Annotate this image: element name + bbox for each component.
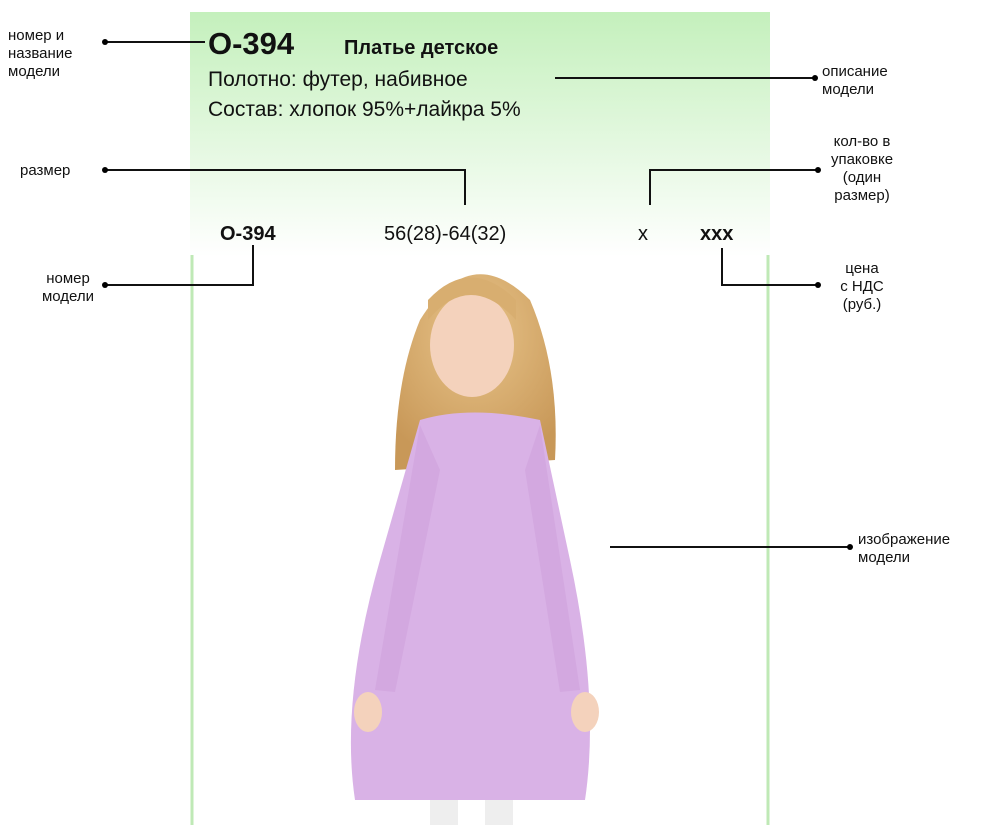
model-code-title: О-394 [208, 26, 295, 61]
annotation: упаковке [831, 151, 893, 168]
annotation: модели [858, 549, 910, 566]
annotation: (руб.) [843, 296, 882, 313]
diagram: О-394 Платье детское Полотно: футер, наб… [0, 0, 1001, 825]
annotation: модели [822, 81, 874, 98]
model-name: Платье детское [344, 37, 498, 59]
page: {"card": {"title_code": "О-394", "title_… [0, 0, 1001, 825]
row-size: 56(28)-64(32) [384, 223, 506, 245]
annotation: (один [843, 169, 881, 186]
annotation: описание [822, 63, 888, 80]
annotation: название [8, 45, 72, 62]
annotation: кол-во в [834, 133, 891, 150]
row-code: О-394 [220, 223, 276, 245]
annotation: модели [42, 288, 94, 305]
annotation: размер [20, 162, 70, 179]
annotation: номер и [8, 27, 64, 44]
row-x: x [638, 223, 648, 245]
annotation: с НДС [840, 278, 884, 295]
description-line: Состав: хлопок 95%+лайкра 5% [208, 98, 521, 121]
model-image [351, 274, 599, 825]
annotation: номер [46, 270, 90, 287]
annotation: изображение [858, 531, 950, 548]
row-price: xxx [700, 223, 733, 245]
description-line: Полотно: футер, набивное [208, 68, 468, 91]
annotation: цена [845, 260, 879, 277]
annotation: модели [8, 63, 60, 80]
annotation: размер) [834, 187, 889, 204]
